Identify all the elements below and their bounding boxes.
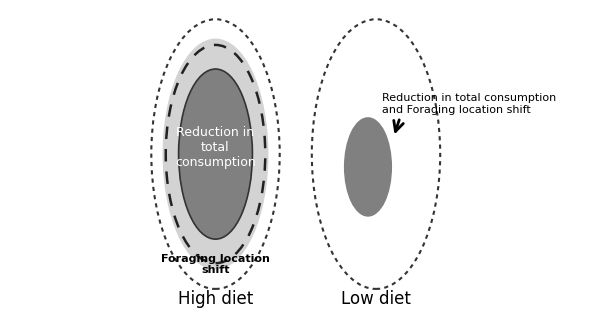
Ellipse shape [344, 117, 392, 217]
Text: Low diet: Low diet [341, 290, 411, 308]
Text: High diet: High diet [178, 290, 253, 308]
Text: Foraging location
shift: Foraging location shift [161, 254, 270, 275]
Text: Reduction in
total
consumption: Reduction in total consumption [175, 126, 256, 169]
Text: Reduction in total consumption
and Foraging location shift: Reduction in total consumption and Forag… [382, 93, 557, 115]
Ellipse shape [179, 69, 253, 239]
Ellipse shape [163, 39, 268, 270]
